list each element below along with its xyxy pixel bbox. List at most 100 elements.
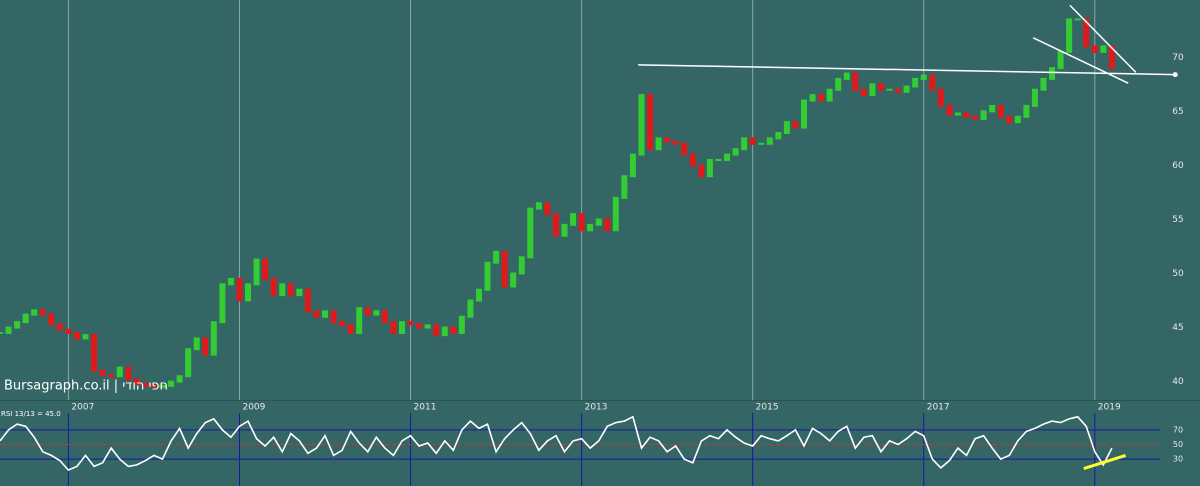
candle bbox=[484, 261, 491, 291]
candle bbox=[219, 283, 226, 324]
candle bbox=[48, 313, 55, 326]
candle bbox=[1091, 45, 1098, 53]
candle bbox=[467, 299, 474, 318]
candle bbox=[1023, 104, 1030, 118]
candle bbox=[826, 88, 833, 102]
candle bbox=[253, 258, 260, 286]
x-tick-label: 2011 bbox=[414, 403, 437, 413]
candle bbox=[39, 309, 46, 316]
candle bbox=[407, 321, 414, 326]
candle bbox=[125, 366, 132, 381]
candle bbox=[843, 72, 850, 80]
candle bbox=[227, 277, 234, 286]
candle bbox=[749, 137, 756, 145]
candle bbox=[82, 334, 89, 340]
candle bbox=[31, 309, 38, 316]
candle bbox=[1006, 115, 1013, 124]
trend-line bbox=[1032, 37, 1129, 84]
candle bbox=[279, 283, 286, 297]
candle bbox=[14, 321, 21, 329]
candle bbox=[946, 104, 953, 116]
candle bbox=[638, 94, 645, 156]
candle bbox=[364, 307, 371, 316]
candle bbox=[99, 369, 106, 377]
candle bbox=[903, 85, 910, 93]
candle bbox=[715, 159, 722, 161]
candle bbox=[895, 88, 902, 93]
candle bbox=[159, 384, 166, 389]
candle bbox=[510, 272, 517, 288]
candle bbox=[561, 223, 568, 237]
candle bbox=[629, 153, 636, 178]
candle bbox=[621, 175, 628, 199]
y-tick-label: 45 bbox=[1172, 323, 1183, 333]
candle bbox=[287, 283, 294, 297]
candle bbox=[65, 328, 72, 334]
candle bbox=[56, 323, 63, 331]
trend-end-marker bbox=[1172, 72, 1178, 78]
candle bbox=[552, 213, 559, 237]
candle bbox=[869, 83, 876, 97]
x-tick-label: 2015 bbox=[756, 403, 779, 413]
candle bbox=[416, 323, 423, 329]
candle bbox=[518, 256, 525, 275]
y-tick-label: 50 bbox=[1173, 440, 1183, 449]
candle bbox=[535, 202, 542, 210]
candle bbox=[133, 378, 140, 385]
candle bbox=[758, 142, 765, 145]
candle bbox=[347, 324, 354, 334]
candle bbox=[296, 288, 303, 297]
candle bbox=[1057, 50, 1064, 70]
watermark: Bursagraph.co.il | חפי הודי bbox=[4, 379, 168, 394]
candle bbox=[373, 310, 380, 316]
candle bbox=[91, 334, 98, 372]
candle bbox=[330, 310, 337, 324]
candle bbox=[877, 83, 884, 91]
candle bbox=[835, 77, 842, 91]
candle bbox=[270, 277, 277, 297]
y-tick-label: 65 bbox=[1172, 107, 1183, 117]
candle bbox=[22, 313, 29, 324]
candle bbox=[997, 104, 1004, 118]
candle bbox=[989, 104, 996, 113]
candle bbox=[450, 326, 457, 334]
candle bbox=[860, 88, 867, 97]
candle bbox=[886, 88, 893, 91]
candle bbox=[108, 374, 115, 378]
candle bbox=[1049, 67, 1056, 80]
candle bbox=[356, 307, 363, 334]
x-tick-label: 2019 bbox=[1098, 403, 1121, 413]
candle bbox=[698, 164, 705, 178]
candle bbox=[441, 326, 448, 337]
candle bbox=[595, 218, 602, 226]
candle bbox=[732, 148, 739, 156]
candle bbox=[202, 337, 209, 356]
candle bbox=[664, 137, 671, 143]
candle bbox=[681, 142, 688, 156]
candle bbox=[1014, 115, 1021, 124]
candle bbox=[792, 121, 799, 129]
candle bbox=[150, 384, 157, 389]
candle bbox=[647, 94, 654, 151]
candle bbox=[424, 324, 431, 329]
candle bbox=[339, 321, 346, 327]
candle bbox=[929, 74, 936, 91]
candle bbox=[210, 321, 217, 356]
rsi-title: RSI 13/13 = 45.0 bbox=[1, 410, 61, 418]
candle bbox=[604, 218, 611, 232]
candle bbox=[501, 250, 508, 288]
candle bbox=[176, 375, 183, 383]
candle bbox=[1083, 18, 1090, 48]
candle bbox=[1074, 18, 1081, 21]
candle bbox=[262, 258, 269, 280]
x-tick-label: 2017 bbox=[927, 403, 950, 413]
candle bbox=[236, 277, 243, 302]
candle bbox=[912, 77, 919, 88]
candle bbox=[73, 331, 80, 340]
y-tick-label: 70 bbox=[1172, 53, 1184, 63]
candle bbox=[1100, 45, 1107, 53]
candle bbox=[0, 331, 3, 334]
candle bbox=[706, 159, 713, 178]
